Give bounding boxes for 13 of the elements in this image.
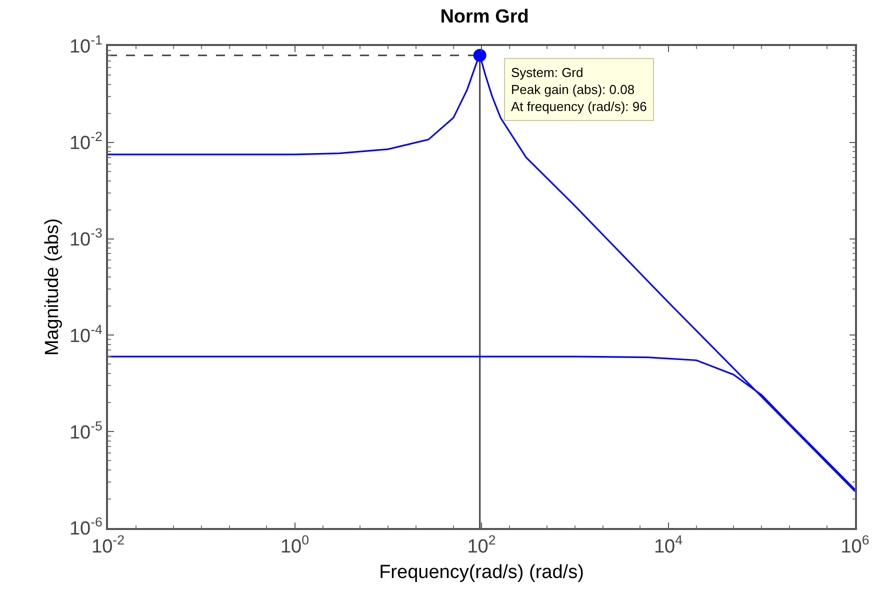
chart-title: Norm Grd	[440, 6, 529, 28]
y-axis-title: Magnitude (abs)	[42, 218, 63, 356]
x-axis-title: Frequency(rad/s) (rad/s)	[379, 562, 584, 583]
x-tick-label: 10$^{0}$	[280, 532, 310, 558]
y-tick-label: 10$^{-1}$	[69, 32, 102, 58]
y-tick-label: 10$^{-2}$	[69, 129, 102, 154]
x-tick-label: 10$^{6}$	[840, 532, 870, 558]
y-tick-label: 10$^{-4}$	[69, 322, 102, 347]
y-tick-label: 10$^{-5}$	[69, 418, 102, 444]
x-tick-label: 10$^{2}$	[467, 532, 496, 558]
y-tick-label: 10$^{-3}$	[69, 225, 102, 250]
annotation: System: Grd Peak gain (abs): 0.08 At frequency (rad/s): 96	[511, 65, 647, 114]
x-tick-label: 10$^{4}$	[654, 532, 683, 558]
